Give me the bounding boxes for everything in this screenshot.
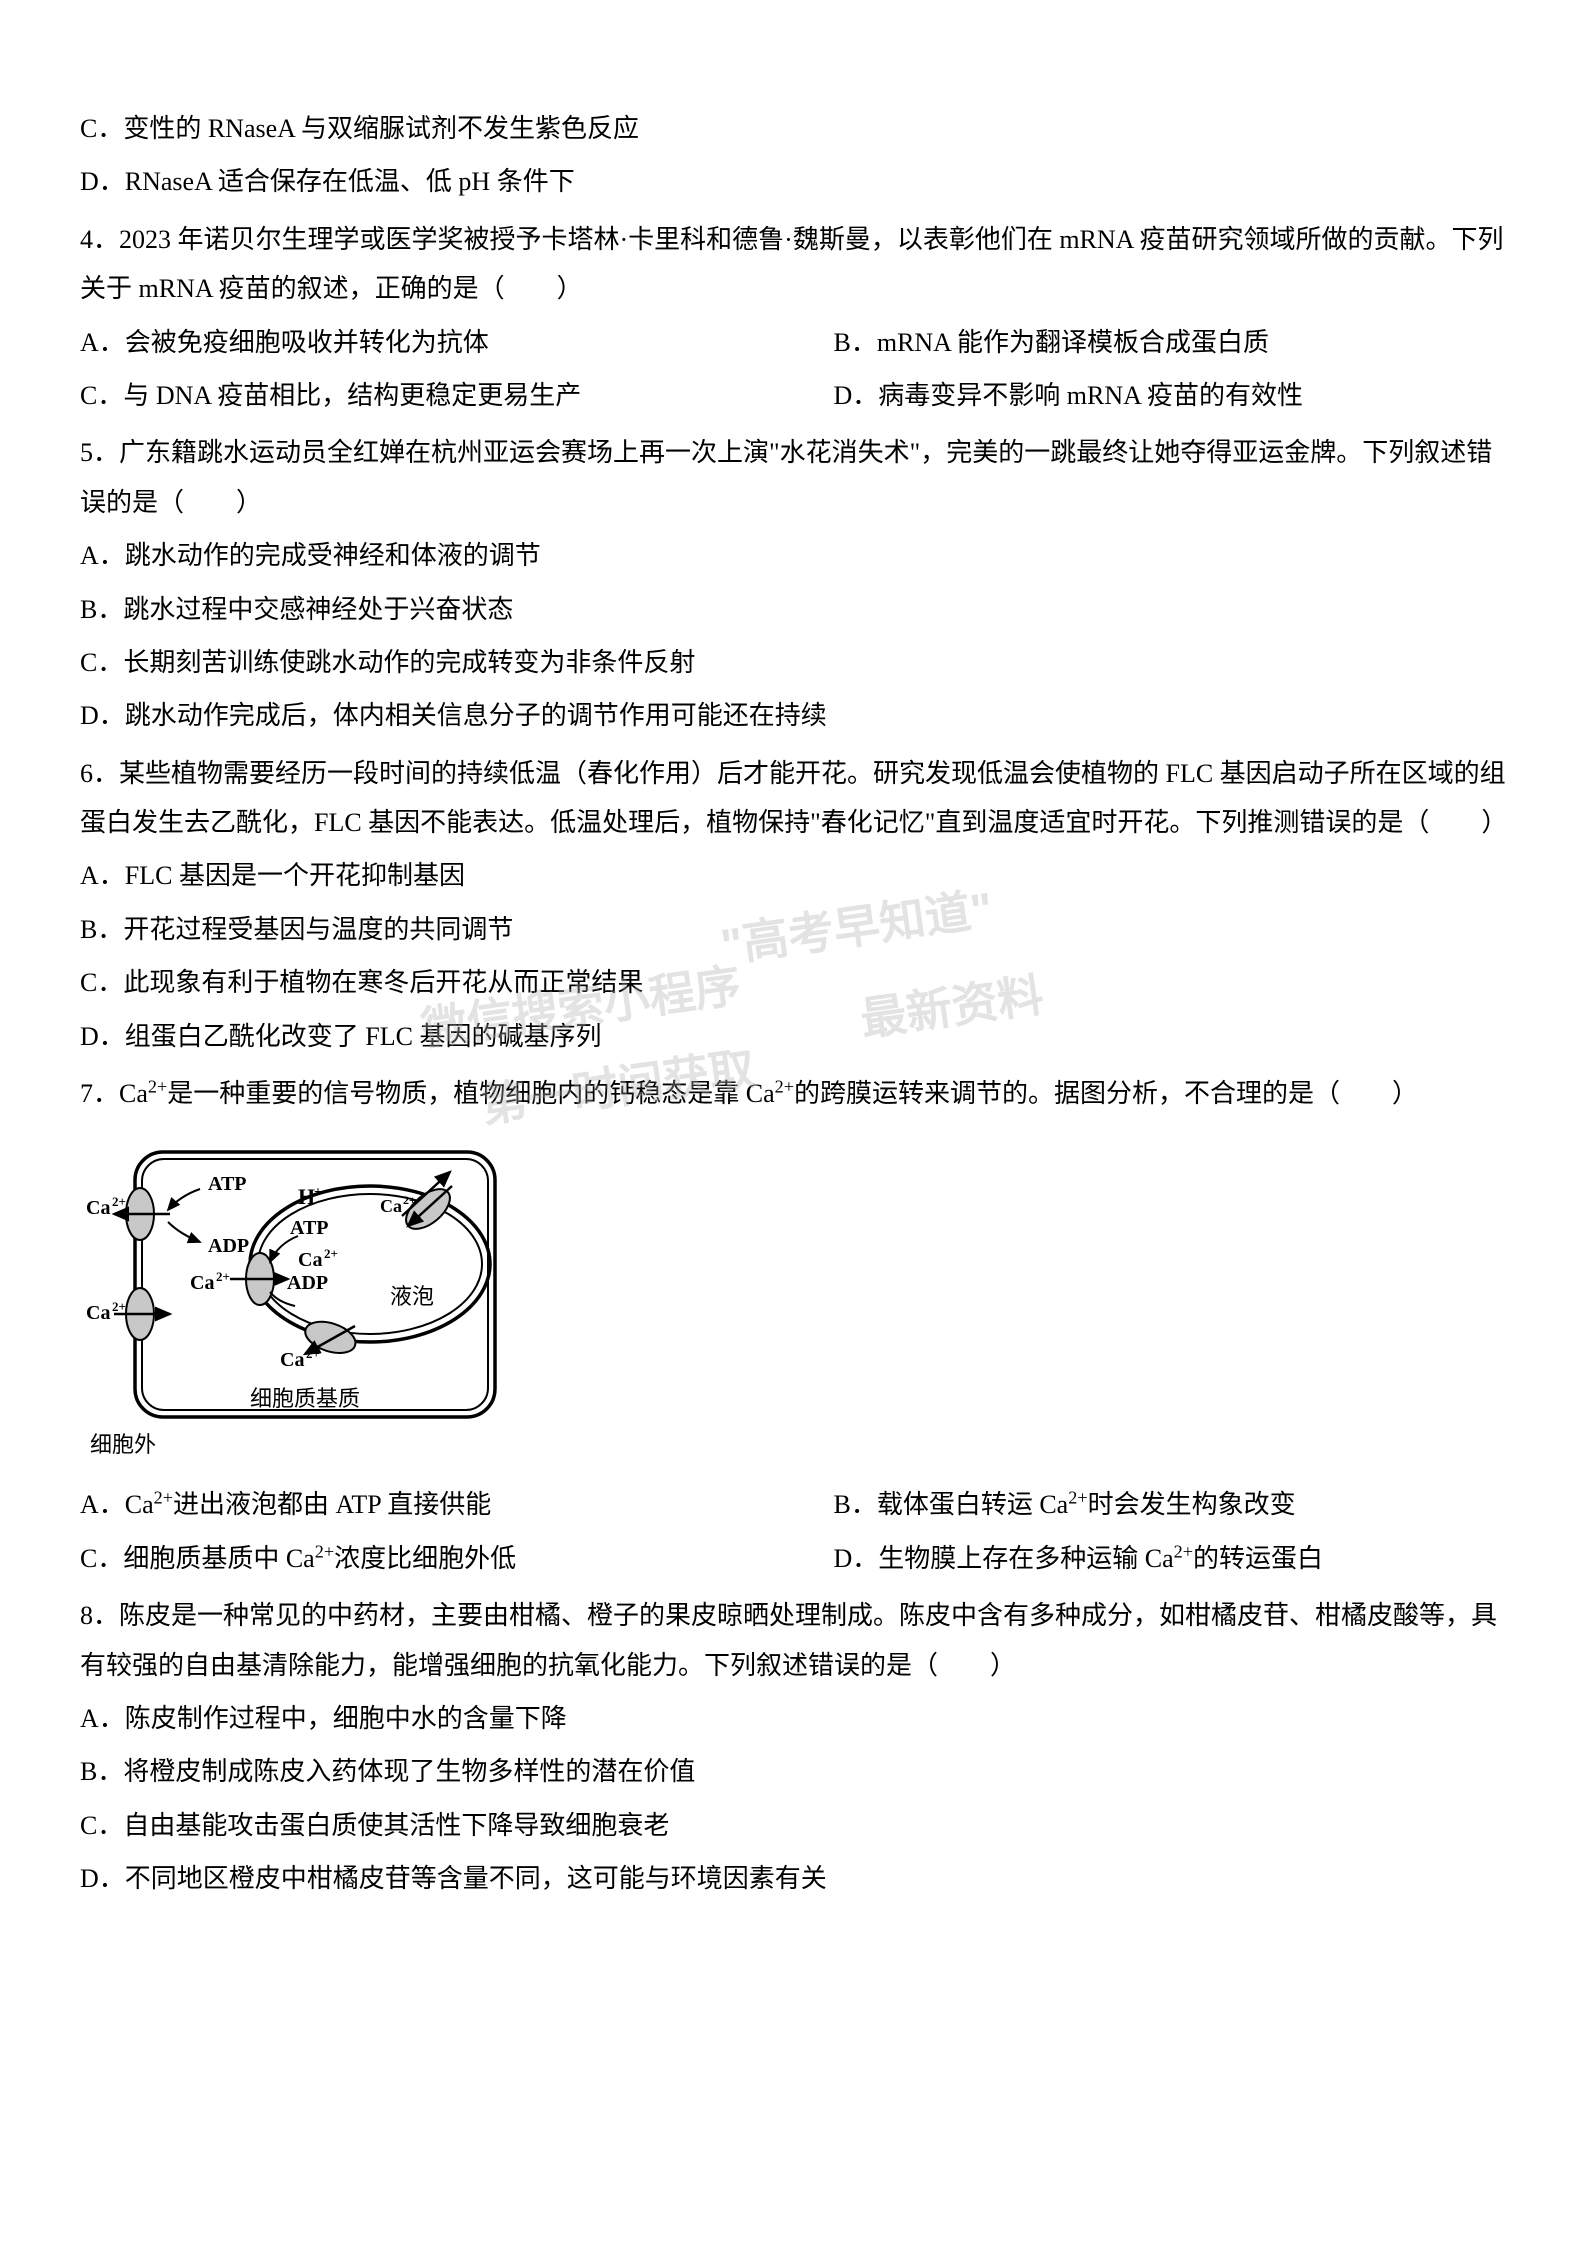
q4-stem: 4．2023 年诺贝尔生理学或医学奖被授予卡塔林·卡里科和德鲁·魏斯曼，以表彰他… [80,215,1507,314]
question-8: 8．陈皮是一种常见的中药材，主要由柑橘、橙子的果皮晾晒处理制成。陈皮中含有多种成… [80,1591,1507,1903]
q6-option-d: D．组蛋白乙酰化改变了 FLC 基因的碱基序列 [80,1012,1507,1061]
svg-text:细胞质基质: 细胞质基质 [250,1386,360,1411]
q7-stem-pre: 7．Ca [80,1079,148,1108]
svg-text:液泡: 液泡 [390,1284,434,1309]
svg-text:2+: 2+ [216,1269,230,1284]
question-5: 5．广东籍跳水运动员全红婵在杭州亚运会赛场上再一次上演"水花消失术"，完美的一跳… [80,428,1507,740]
q7-option-a: A．Ca2+进出液泡都由 ATP 直接供能 [80,1480,754,1529]
q5-option-a: A．跳水动作的完成受神经和体液的调节 [80,531,1507,580]
q5-option-b: B．跳水过程中交感神经处于兴奋状态 [80,585,1507,634]
svg-text:Ca: Ca [298,1249,322,1271]
question-4: 4．2023 年诺贝尔生理学或医学奖被授予卡塔林·卡里科和德鲁·魏斯曼，以表彰他… [80,215,1507,421]
q6-option-c: C．此现象有利于植物在寒冬后开花从而正常结果 [80,958,1507,1007]
svg-text:+: + [314,1185,322,1200]
svg-text:ADP: ADP [287,1272,328,1294]
q7-option-d: D．生物膜上存在多种运输 Ca2+的转运蛋白 [834,1534,1508,1583]
question-7: 7．Ca2+是一种重要的信号物质，植物细胞内的钙稳态是靠 Ca2+的跨膜运转来调… [80,1069,1507,1583]
svg-text:Ca: Ca [380,1196,402,1216]
q7-option-c: C．细胞质基质中 Ca2+浓度比细胞外低 [80,1534,754,1583]
q6-stem: 6．某些植物需要经历一段时间的持续低温（春化作用）后才能开花。研究发现低温会使植… [80,749,1507,848]
svg-text:细胞外: 细胞外 [90,1432,156,1457]
q8-option-b: B．将橙皮制成陈皮入药体现了生物多样性的潜在价值 [80,1747,1507,1796]
svg-text:2+: 2+ [403,1193,416,1207]
q8-option-c: C．自由基能攻击蛋白质使其活性下降导致细胞衰老 [80,1801,1507,1850]
svg-text:ATP: ATP [208,1173,247,1195]
svg-text:Ca: Ca [190,1272,214,1294]
svg-text:Ca: Ca [280,1349,304,1371]
svg-text:H: H [298,1184,315,1209]
question-6: 6．某些植物需要经历一段时间的持续低温（春化作用）后才能开花。研究发现低温会使植… [80,749,1507,1061]
svg-text:2+: 2+ [112,1299,126,1314]
q7-stem-sup2: 2+ [775,1076,794,1096]
q8-option-d: D．不同地区橙皮中柑橘皮苷等含量不同，这可能与环境因素有关 [80,1854,1507,1903]
q6-option-b: B．开花过程受基因与温度的共同调节 [80,905,1507,954]
svg-text:2+: 2+ [306,1346,320,1361]
page-wrapper: "高考早知道" 微信搜索小程序 最新资料 第一时间获取 C．变性的 RNaseA… [80,104,1507,1904]
q4-option-d: D．病毒变异不影响 mRNA 疫苗的有效性 [834,371,1508,420]
document-content: C．变性的 RNaseA 与双缩脲试剂不发生紫色反应 D．RNaseA 适合保存… [80,104,1507,1904]
svg-text:Ca: Ca [86,1302,110,1324]
q7-diagram: ATP ADP ATP ADP H + Ca 2+ [80,1134,520,1464]
svg-text:2+: 2+ [324,1246,338,1261]
q4-option-a: A．会被免疫细胞吸收并转化为抗体 [80,318,754,367]
svg-text:Ca: Ca [86,1197,110,1219]
q5-stem: 5．广东籍跳水运动员全红婵在杭州亚运会赛场上再一次上演"水花消失术"，完美的一跳… [80,428,1507,527]
q7-stem: 7．Ca2+是一种重要的信号物质，植物细胞内的钙稳态是靠 Ca2+的跨膜运转来调… [80,1069,1507,1118]
q7-stem-mid: 是一种重要的信号物质，植物细胞内的钙稳态是靠 Ca [167,1079,774,1108]
q4-option-b: B．mRNA 能作为翻译模板合成蛋白质 [834,318,1508,367]
q5-option-d: D．跳水动作完成后，体内相关信息分子的调节作用可能还在持续 [80,691,1507,740]
q7-stem-post: 的跨膜运转来调节的。据图分析，不合理的是（ ） [794,1079,1418,1108]
q7-option-b: B．载体蛋白转运 Ca2+时会发生构象改变 [834,1480,1508,1529]
q3-option-c: C．变性的 RNaseA 与双缩脲试剂不发生紫色反应 [80,104,1507,153]
q3-option-d: D．RNaseA 适合保存在低温、低 pH 条件下 [80,157,1507,206]
svg-text:2+: 2+ [112,1194,126,1209]
svg-text:ATP: ATP [290,1217,329,1239]
q5-option-c: C．长期刻苦训练使跳水动作的完成转变为非条件反射 [80,638,1507,687]
q6-option-a: A．FLC 基因是一个开花抑制基因 [80,851,1507,900]
q7-stem-sup1: 2+ [148,1076,167,1096]
q4-option-c: C．与 DNA 疫苗相比，结构更稳定更易生产 [80,371,754,420]
q8-option-a: A．陈皮制作过程中，细胞中水的含量下降 [80,1694,1507,1743]
svg-text:ADP: ADP [208,1235,249,1257]
q8-stem: 8．陈皮是一种常见的中药材，主要由柑橘、橙子的果皮晾晒处理制成。陈皮中含有多种成… [80,1591,1507,1690]
question-3-partial: C．变性的 RNaseA 与双缩脲试剂不发生紫色反应 D．RNaseA 适合保存… [80,104,1507,207]
